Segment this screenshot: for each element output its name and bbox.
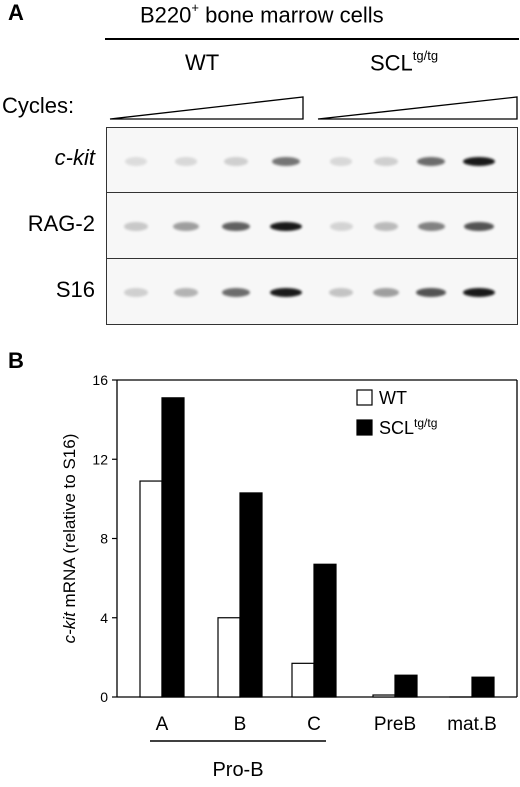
bar-scl — [161, 397, 185, 698]
gel-band — [270, 288, 302, 297]
gel-band — [174, 157, 198, 166]
bar-wt — [291, 662, 315, 698]
gel-band — [221, 222, 251, 231]
x-tick-label: B — [234, 714, 247, 735]
legend-label: WT — [379, 388, 407, 408]
x-tick-label: mat.B — [447, 714, 497, 735]
y-tick-label: 12 — [92, 451, 108, 467]
gel-row — [106, 259, 518, 325]
group-label-scl: SCLtg/tg — [370, 48, 439, 76]
gel-band — [124, 222, 148, 231]
gel-row-label: RAG-2 — [27, 211, 95, 236]
gel-band — [374, 157, 398, 166]
bar-wt — [139, 480, 163, 698]
x-tick-label: A — [156, 714, 169, 735]
bar-scl — [313, 563, 337, 698]
gel-row-label: c-kit — [54, 145, 95, 170]
gel-band — [173, 222, 199, 231]
cycles-wedges — [109, 96, 518, 120]
gel-band — [124, 288, 148, 297]
panel-a-letter: A — [8, 0, 24, 25]
gel-band — [464, 222, 494, 231]
bar-scl — [471, 676, 495, 698]
gel-band — [417, 222, 445, 231]
x-tick-label: C — [307, 714, 321, 735]
gel-band — [224, 157, 248, 166]
cycles-label: Cycles: — [2, 93, 75, 118]
gel-band — [463, 288, 495, 297]
legend-swatch — [356, 389, 373, 406]
y-tick-label: 0 — [100, 689, 108, 705]
gel-band — [222, 288, 250, 297]
cycles-wedge-scl — [317, 96, 518, 120]
bar-chart: 0 4 8 12 16 c-kit mRNA (relative to S16) A B C Pr… — [60, 372, 518, 781]
gel-band — [373, 288, 399, 297]
y-tick-label: 16 — [92, 372, 108, 388]
group-label-wt: WT — [185, 50, 220, 75]
gel-band — [124, 157, 148, 166]
gel-band — [173, 288, 199, 297]
gel-band — [272, 157, 300, 166]
gel-band — [329, 222, 353, 231]
panel-b-letter: B — [8, 348, 24, 373]
legend-label: SCLtg/tg — [379, 416, 437, 438]
legend-swatch — [356, 419, 373, 436]
gel-row — [106, 127, 518, 193]
gel-band — [417, 157, 445, 166]
bar-scl — [239, 492, 263, 698]
bar-wt — [372, 694, 396, 698]
title-underline — [105, 38, 519, 40]
gel-band — [463, 157, 495, 166]
gel-band — [329, 157, 353, 166]
gel-band — [416, 288, 446, 297]
panel-a-title: B220+ bone marrow cells — [140, 0, 384, 28]
gel-band — [329, 288, 353, 297]
bar-scl — [394, 674, 418, 698]
cycles-wedge-wt — [109, 96, 304, 120]
gel-band — [373, 222, 399, 231]
bar-wt — [217, 617, 241, 698]
x-tick-label: PreB — [374, 714, 416, 735]
y-axis-label: c-kit mRNA (relative to S16) — [60, 434, 79, 644]
gel-row-label: S16 — [55, 277, 95, 302]
pro-b-label: Pro-B — [212, 759, 263, 781]
gel-band — [270, 222, 302, 231]
gel-row — [106, 193, 518, 259]
y-tick-label: 8 — [100, 531, 108, 547]
y-tick-label: 4 — [100, 610, 108, 626]
